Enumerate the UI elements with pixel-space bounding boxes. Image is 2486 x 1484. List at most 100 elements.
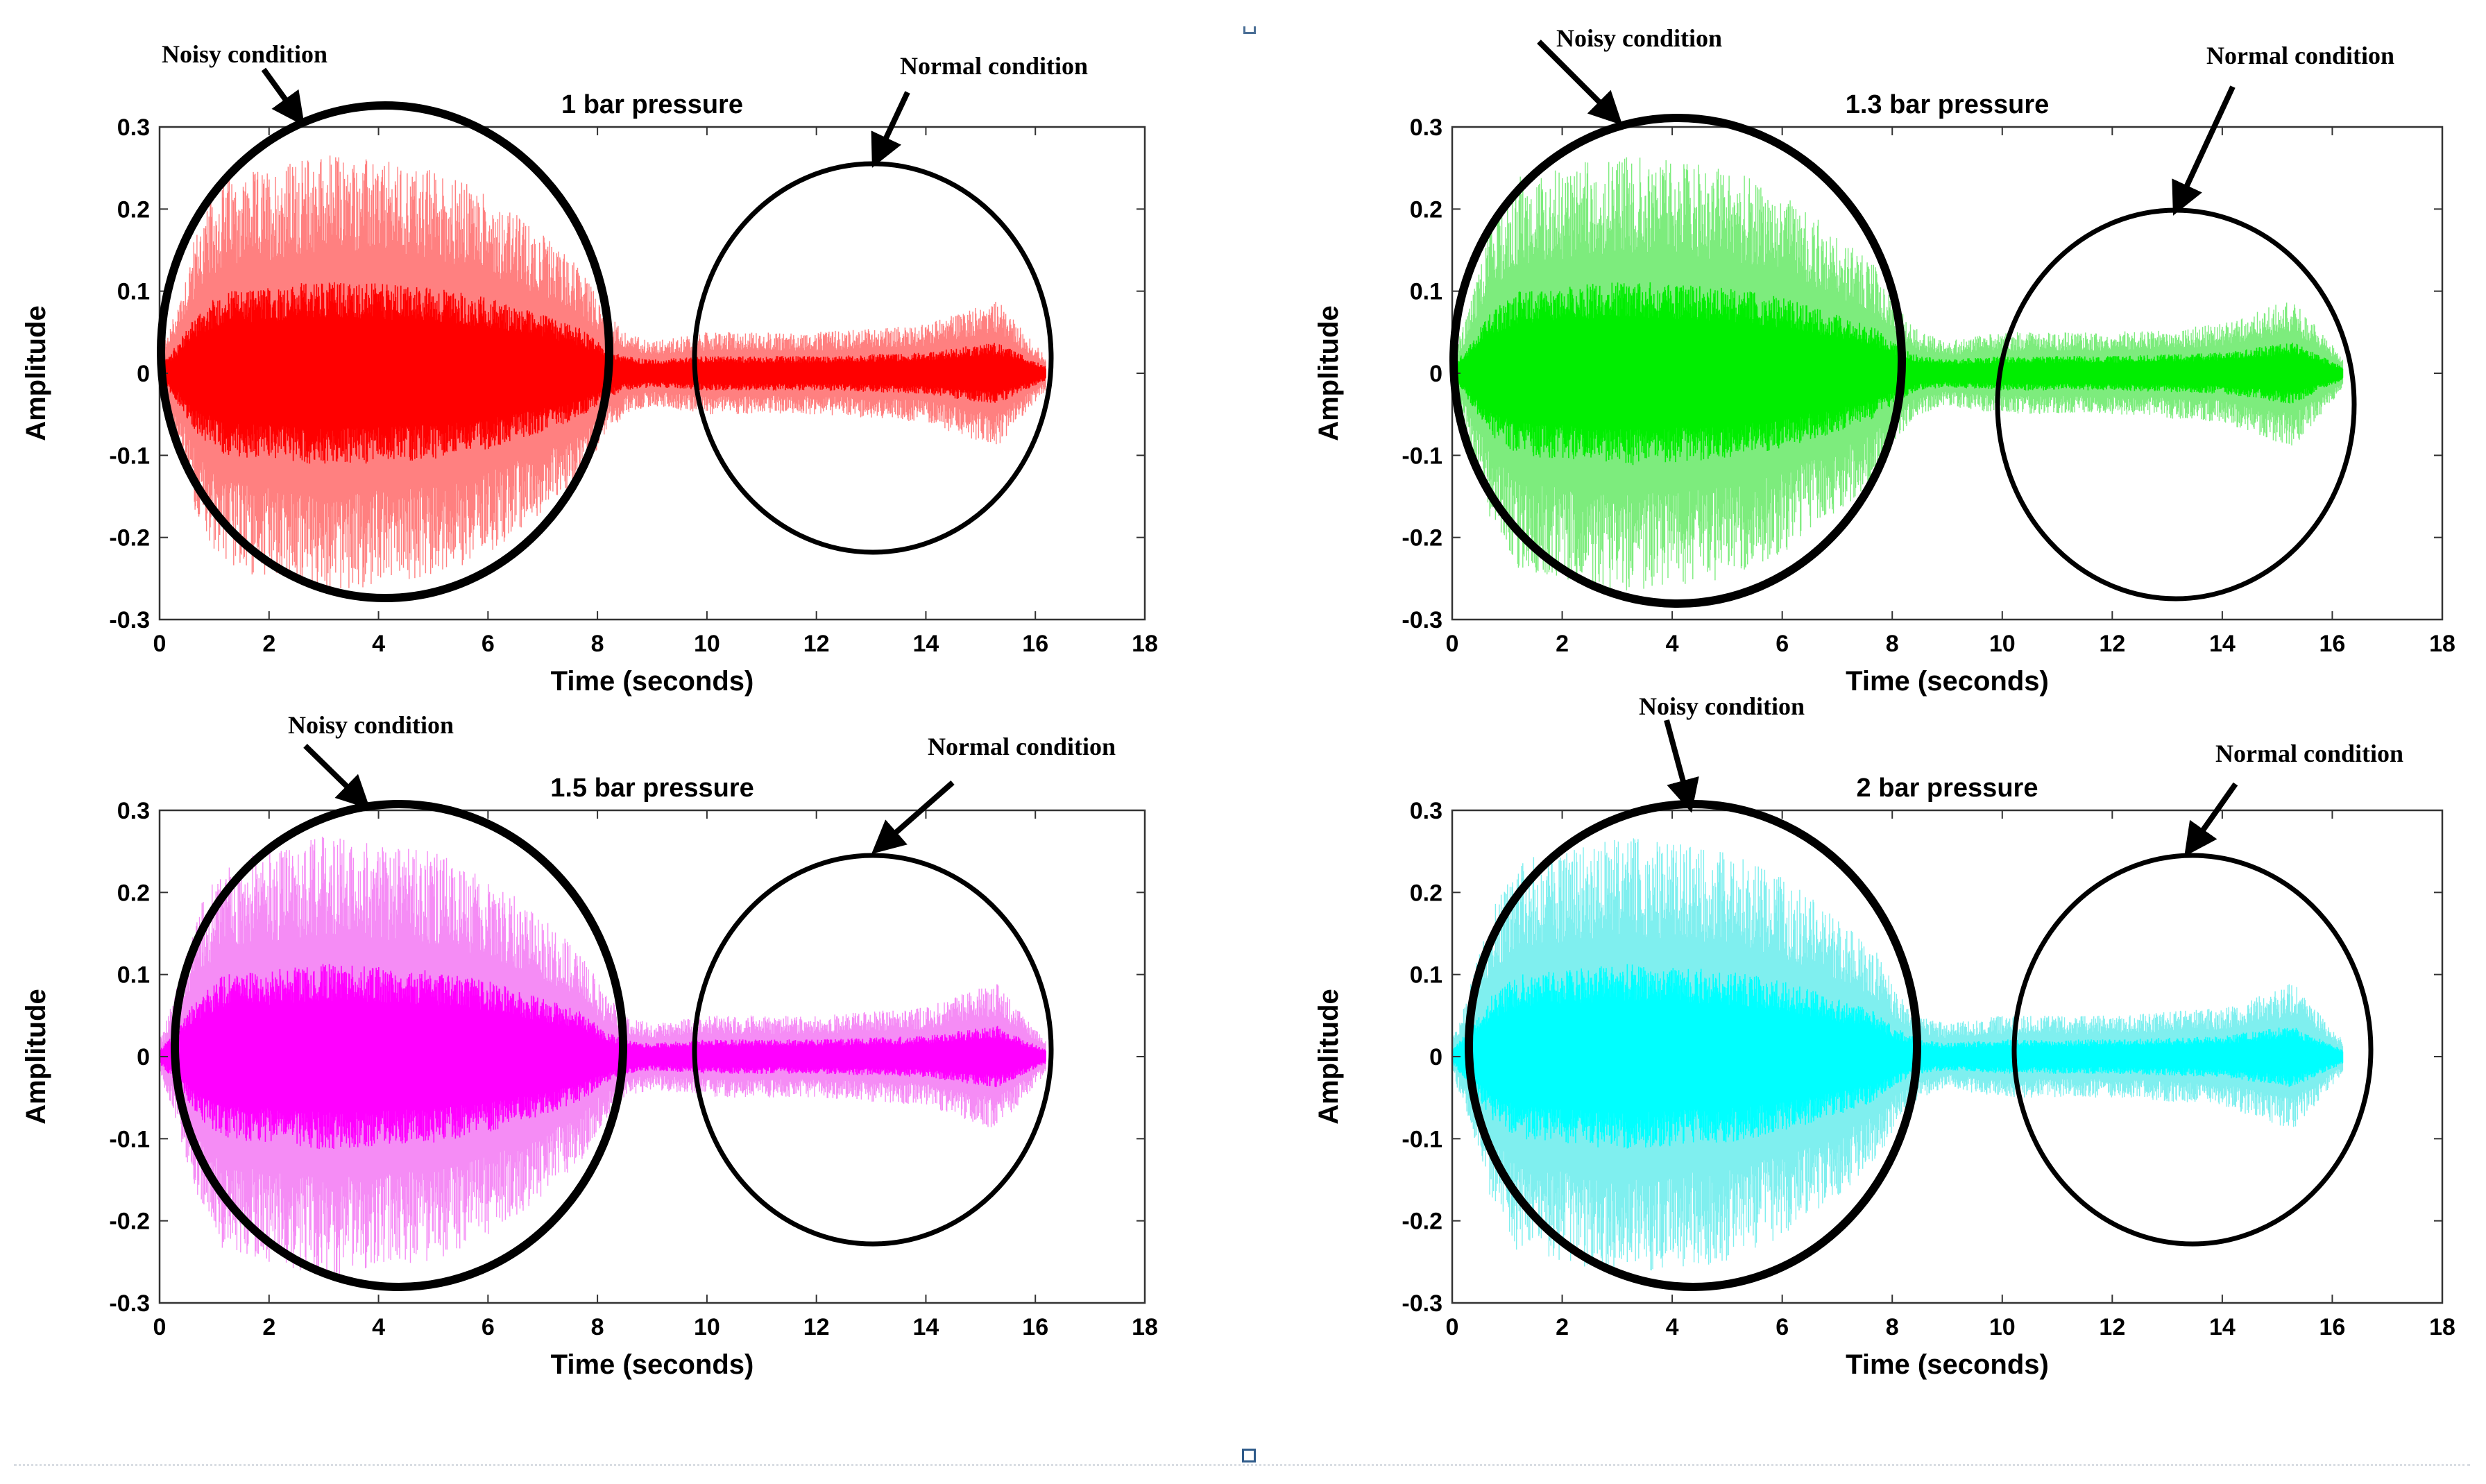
bottom-marker	[1242, 1449, 1256, 1462]
x-tick-label: 8	[1886, 631, 1899, 657]
y-tick-label: -0.2	[109, 1209, 150, 1235]
chart-panel-2: 0 2 4 6 8 10 12 14 16 18 0.3 0.2 0.1 0 -0.1 -0.2 -0.3 1.3…	[1313, 24, 2455, 697]
x-tick-label: 14	[913, 1314, 939, 1340]
normal-arrow	[871, 91, 910, 168]
x-tick-label: 4	[372, 631, 385, 657]
x-tick-label: 4	[1666, 631, 1679, 657]
y-tick-label: 0.3	[1410, 798, 1442, 824]
y-tick-label: 0.3	[117, 798, 150, 824]
x-tick-label: 8	[591, 1314, 604, 1340]
y-axis-label: Amplitude	[21, 989, 51, 1125]
x-tick-label: 14	[2209, 631, 2236, 657]
normal-region-circle	[692, 853, 1054, 1247]
y-tick-label: 0.2	[1410, 196, 1442, 223]
x-tick-label: 10	[1989, 631, 2016, 657]
signal-core	[159, 964, 1046, 1150]
x-tick-label: 16	[2319, 631, 2346, 657]
x-tick-label: 2	[1556, 631, 1569, 657]
noisy-region-circle	[171, 800, 627, 1291]
signal-series	[159, 837, 1046, 1276]
x-tick-label: 14	[2209, 1314, 2236, 1340]
noisy-arrow	[261, 67, 305, 126]
x-tick-label: 0	[1446, 631, 1459, 657]
chart-panel-1: 0 2 4 6 8 10 12 14 16 18 0.3 0.2 0.1 0 -0.1 -0.2 -0.3 1 b…	[21, 40, 1158, 697]
chart-title: 2 bar pressure	[1857, 774, 2038, 803]
y-tick-label: 0.2	[117, 196, 150, 223]
x-tick-label: 10	[1989, 1314, 2016, 1340]
normal-condition-label: Normal condition	[900, 52, 1088, 80]
x-tick-label: 0	[153, 631, 167, 657]
x-tick-label: 8	[591, 631, 604, 657]
normal-condition-label: Normal condition	[2215, 740, 2403, 767]
y-tick-label: 0	[137, 1044, 150, 1071]
y-tick-label: -0.2	[109, 525, 150, 552]
y-tick-label: -0.1	[109, 443, 150, 469]
chart-title: 1 bar pressure	[561, 90, 743, 119]
x-tick-label: 10	[694, 631, 720, 657]
x-tick-label: 14	[913, 631, 939, 657]
top-marker	[1243, 26, 1256, 34]
signal-core	[1451, 964, 2344, 1149]
x-tick-label: 2	[262, 631, 275, 657]
signal-series	[159, 155, 1046, 591]
y-tick-label: -0.1	[1402, 443, 1442, 469]
x-tick-label: 0	[1446, 1314, 1459, 1340]
x-tick-label: 8	[1886, 1314, 1899, 1340]
x-tick-label: 12	[2099, 631, 2125, 657]
x-axis-label: Time (seconds)	[551, 666, 754, 697]
y-axis-label: Amplitude	[21, 305, 51, 441]
y-tick-label: -0.3	[1402, 607, 1442, 633]
y-tick-label: -0.3	[1402, 1290, 1442, 1317]
y-tick-label: 0.2	[1410, 880, 1442, 906]
y-tick-label: -0.2	[1402, 525, 1442, 552]
x-tick-label: 10	[694, 1314, 720, 1340]
x-tick-label: 6	[1776, 1314, 1789, 1340]
y-tick-label: 0	[1429, 1044, 1442, 1071]
y-tick-label: -0.1	[1402, 1126, 1442, 1152]
x-tick-label: 18	[2429, 631, 2455, 657]
normal-arrow	[2172, 85, 2236, 216]
y-tick-label: 0.1	[1410, 962, 1442, 989]
x-tick-label: 18	[1132, 631, 1158, 657]
y-tick-label: 0.2	[117, 880, 150, 906]
x-tick-label: 2	[1556, 1314, 1569, 1340]
chart-title: 1.5 bar pressure	[550, 774, 754, 803]
y-axis-label: Amplitude	[1313, 305, 1344, 441]
y-tick-label: 0	[137, 361, 150, 387]
noisy-arrow	[1664, 719, 1699, 813]
noisy-condition-label: Noisy condition	[1556, 24, 1722, 52]
y-tick-label: 0.3	[117, 114, 150, 141]
chart-panel-4: 0 2 4 6 8 10 12 14 16 18 0.3 0.2 0.1 0 -0.1 -0.2 -0.3 2 b…	[1313, 692, 2455, 1380]
y-tick-label: 0.3	[1410, 114, 1442, 141]
noisy-condition-label: Noisy condition	[288, 711, 454, 739]
y-tick-label: 0	[1429, 361, 1442, 387]
x-tick-label: 16	[1022, 631, 1048, 657]
x-tick-label: 18	[2429, 1314, 2455, 1340]
x-tick-label: 12	[803, 631, 830, 657]
y-axis-label: Amplitude	[1313, 989, 1344, 1125]
noisy-region-circle	[157, 101, 613, 602]
x-tick-label: 6	[482, 631, 495, 657]
y-tick-label: 0.1	[117, 279, 150, 305]
x-tick-label: 6	[482, 1314, 495, 1340]
x-tick-label: 12	[803, 1314, 830, 1340]
x-tick-label: 16	[2319, 1314, 2346, 1340]
chart-panel-3: 0 2 4 6 8 10 12 14 16 18 0.3 0.2 0.1 0 -0.1 -0.2 -0.3 1.5…	[21, 711, 1158, 1380]
y-tick-label: -0.2	[1402, 1209, 1442, 1235]
normal-arrow	[2184, 782, 2238, 857]
signal-series	[1451, 838, 2344, 1272]
x-tick-label: 0	[153, 1314, 167, 1340]
noisy-arrow	[303, 744, 371, 810]
x-axis-label: Time (seconds)	[551, 1349, 754, 1380]
x-axis-label: Time (seconds)	[1846, 1349, 2049, 1380]
x-tick-label: 18	[1132, 1314, 1158, 1340]
y-tick-label: -0.3	[109, 607, 150, 633]
normal-condition-label: Normal condition	[928, 733, 1116, 760]
x-tick-label: 4	[372, 1314, 385, 1340]
normal-condition-label: Normal condition	[2206, 42, 2394, 69]
normal-arrow	[871, 780, 955, 854]
noisy-condition-label: Noisy condition	[1639, 692, 1805, 720]
y-tick-label: 0.1	[1410, 279, 1442, 305]
chart-title: 1.3 bar pressure	[1846, 90, 2050, 119]
